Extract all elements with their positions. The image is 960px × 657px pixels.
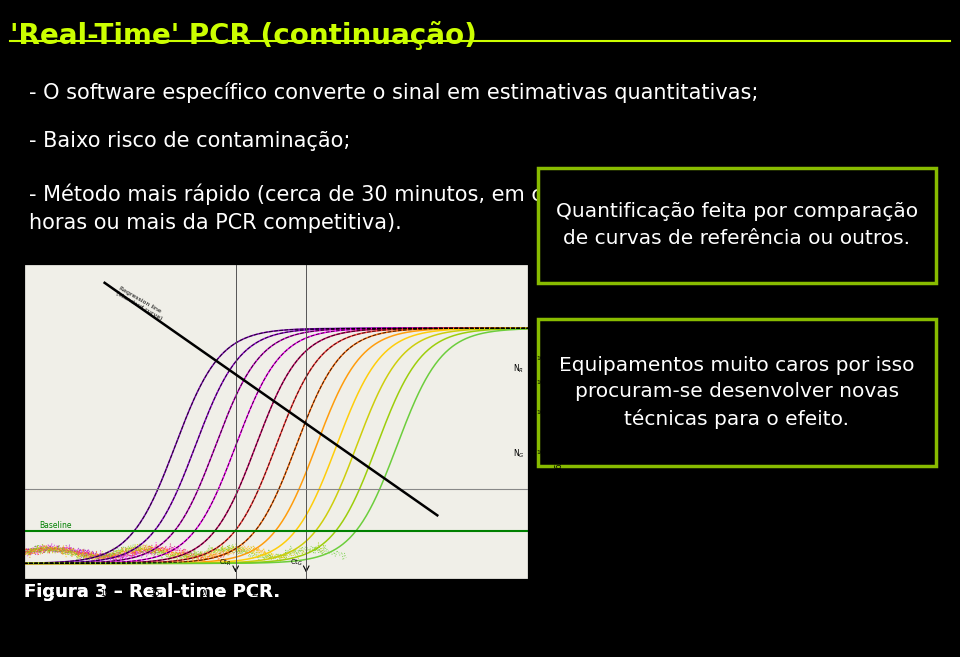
- Text: - Baixo risco de contaminação;: - Baixo risco de contaminação;: [29, 131, 350, 151]
- Y-axis label: Fluorescence (signal detected in reaction): Fluorescence (signal detected in reactio…: [11, 341, 20, 503]
- Text: - O software específico converte o sinal em estimativas quantitativas;: - O software específico converte o sinal…: [29, 82, 758, 103]
- FancyBboxPatch shape: [538, 319, 936, 466]
- X-axis label: PCR cycle number: PCR cycle number: [237, 603, 315, 612]
- Text: N$_G$: N$_G$: [513, 447, 524, 460]
- FancyBboxPatch shape: [538, 168, 936, 283]
- Text: N$_R$: N$_R$: [513, 362, 524, 374]
- Text: Figura 3 – Real-time PCR.: Figura 3 – Real-time PCR.: [24, 583, 280, 600]
- Text: - Método mais rápido (cerca de 30 minutos, em contraste com as 3
horas ou mais d: - Método mais rápido (cerca de 30 minuto…: [29, 184, 732, 233]
- Text: Figura 3 – Real-time PCR.: Figura 3 – Real-time PCR.: [24, 583, 280, 600]
- Text: Quantificação feita por comparação
de curvas de referência ou outros.: Quantificação feita por comparação de cu…: [556, 202, 918, 248]
- Text: Regression line
(standard curve): Regression line (standard curve): [115, 286, 165, 321]
- Text: Ct$_G$: Ct$_G$: [290, 558, 302, 568]
- Text: Ct$_R$: Ct$_R$: [219, 558, 232, 568]
- Text: 'Real-Time' PCR (continuação): 'Real-Time' PCR (continuação): [10, 21, 476, 50]
- Text: Equipamentos muito caros por isso
procuram-se desenvolver novas
técnicas para o : Equipamentos muito caros por isso procur…: [559, 356, 915, 429]
- Y-axis label: Number of initial copies of target DNA: Number of initial copies of target DNA: [553, 349, 562, 495]
- Text: Baseline: Baseline: [39, 521, 72, 530]
